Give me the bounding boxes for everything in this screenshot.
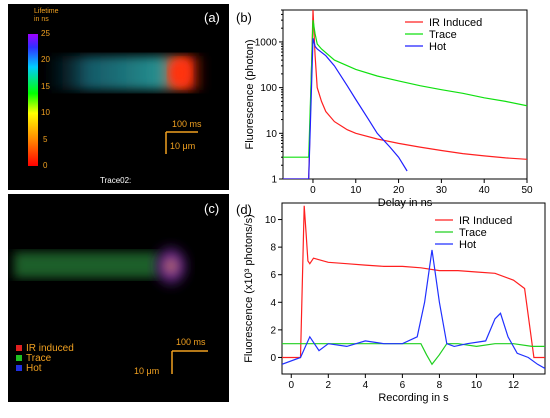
series-line-ir-induced [283,10,527,179]
time-scale-label: 100 ms [172,119,202,129]
time-scale-label-c: 100 ms [176,337,206,347]
x-axis-label: Delay in ns [378,197,433,209]
legend-label: IR Induced [459,215,512,227]
legend-label: Hot [459,239,476,251]
y-tick-label: 8 [270,243,276,254]
x-tick-label: 20 [393,185,405,196]
x-tick-label: 12 [508,380,520,391]
y-tick-label: 2 [270,325,276,336]
panel-letter-b: (b) [236,10,252,25]
hot-spot-a [169,59,191,87]
plot-frame [282,9,528,180]
y-axis-label: Fluorescence (x10³ photons/s) [243,214,255,363]
y-tick-label: 10 [266,129,278,140]
legend-label: Hot [429,41,446,53]
colorbar-tick: 10 [41,108,50,117]
series-line-trace [283,20,527,158]
legend-swatch-trace [16,355,22,361]
colorbar-tick: 0 [43,161,48,170]
panel-letter-c: (c) [204,201,220,216]
x-tick-label: 50 [521,185,533,196]
colorbar-tick: 15 [41,82,50,91]
legend-label: Trace [459,227,487,239]
x-tick-label: 0 [288,380,294,391]
colorbar [28,34,38,166]
x-tick-label: 0 [310,185,316,196]
x-tick-label: 8 [437,380,443,391]
scale-bars-c [171,350,208,374]
legend-label-ir: IR induced [26,343,74,354]
series-line-hot [282,249,545,370]
panel-c-channel-map [14,242,208,374]
panel-c-image: (c) IR induced Trace Hot 100 ms 10 μm [8,194,229,402]
colorbar-tick: 25 [41,29,50,38]
colorbar-title: Lifetime in ns [34,8,59,23]
x-tick-label: 6 [400,380,406,391]
legend-label: IR Induced [429,17,482,29]
series-line-trace [282,343,545,366]
legend-swatch-ir [16,345,22,351]
y-tick-label: 0 [270,353,276,364]
panel-letter-a: (a) [204,10,220,25]
y-tick-label: 100 [260,83,277,94]
legend-label: Trace [429,29,457,41]
x-tick-label: 10 [350,185,362,196]
chart-b-plot: 0 10 20 30 40 50 1 10 100 1000 Delay in ns Fluoresc… [244,9,533,209]
panel-letter-d: (d) [236,202,252,217]
chart-d-plot: 0 2 4 6 8 10 12 0 2 4 6 8 10 Recording in s Fluorescen… [243,202,546,404]
colorbar-tick: 5 [43,135,48,144]
scale-bars-a [165,131,198,154]
panel-a-image: Lifetime in ns 25 20 15 10 5 0 (a) 100 m… [8,4,229,190]
hot-spot-c [151,242,191,290]
y-tick-label: 1 [271,175,277,186]
plot-frame [281,202,546,375]
trace-streak-c [14,252,159,278]
series-line-hot [283,38,408,179]
x-tick-label: 40 [479,185,491,196]
series-line-ir-induced [282,205,545,359]
colorbar-tick: 20 [41,55,50,64]
legend-label-hot: Hot [26,363,42,374]
x-tick-label: 4 [363,380,369,391]
x-tick-label: 30 [436,185,448,196]
x-axis-label: Recording in s [378,392,449,404]
y-tick-label: 6 [270,270,276,281]
length-scale-label-c: 10 μm [134,366,160,376]
x-tick-label: 2 [326,380,332,391]
trace-caption: Trace02: [100,176,132,185]
legend-label-trace: Trace [26,353,52,364]
panel-a-fluorescence-map [28,34,208,166]
y-tick-label: 4 [270,298,276,309]
y-tick-label: 1000 [255,37,278,48]
length-scale-label: 10 μm [170,141,196,151]
y-axis-label: Fluorescence (photon) [244,39,256,149]
x-tick-label: 10 [471,380,483,391]
y-tick-label: 10 [265,215,277,226]
legend-swatch-hot [16,365,22,371]
